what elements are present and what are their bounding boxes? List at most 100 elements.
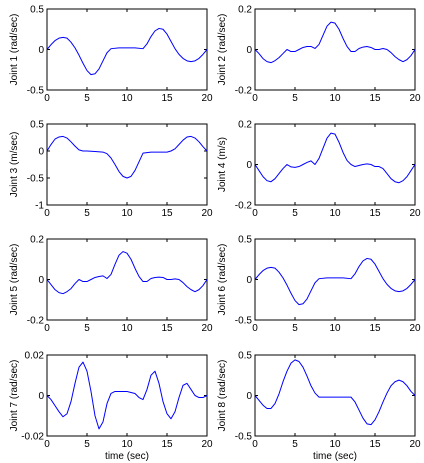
axes-box bbox=[46, 8, 208, 91]
y-axis-label: Joint 8 (rad/sec) bbox=[217, 360, 228, 432]
x-tick-label: 5 bbox=[84, 323, 90, 334]
y-tick-label: 0 bbox=[246, 45, 252, 56]
y-tick-label: -0.2 bbox=[235, 201, 253, 212]
x-tick-label: 0 bbox=[252, 439, 258, 450]
y-tick-label: -1 bbox=[35, 201, 44, 212]
axes-box bbox=[46, 238, 208, 321]
y-tick-label: 0.02 bbox=[25, 351, 45, 362]
axes-box bbox=[254, 354, 416, 437]
x-tick-label: 20 bbox=[409, 439, 421, 450]
x-tick-label: 20 bbox=[409, 93, 421, 104]
x-tick-label: 15 bbox=[369, 208, 381, 219]
x-tick-label: 10 bbox=[121, 208, 133, 219]
y-tick-label: 0 bbox=[246, 275, 252, 286]
x-tick-label: 5 bbox=[84, 93, 90, 104]
x-tick-label: 15 bbox=[369, 93, 381, 104]
x-tick-label: 0 bbox=[44, 208, 50, 219]
x-tick-label: 10 bbox=[121, 93, 133, 104]
y-tick-label: -0.5 bbox=[235, 432, 253, 443]
subplot-3: 0 5 10 15 20 0.5 0 -0.5 -1 Joint 3 (m/sec) bbox=[9, 120, 213, 220]
x-tick-label: 5 bbox=[292, 439, 298, 450]
y-tick-label: 0.5 bbox=[30, 5, 44, 16]
y-tick-label: 0.2 bbox=[238, 5, 252, 16]
y-tick-label: 0 bbox=[38, 147, 44, 158]
x-tick-label: 5 bbox=[292, 93, 298, 104]
y-tick-label: -0.2 bbox=[235, 86, 253, 97]
y-axis-label: Joint 5 (rad/sec) bbox=[9, 244, 20, 316]
x-tick-label: 0 bbox=[252, 323, 258, 334]
axes-box bbox=[254, 8, 416, 91]
x-tick-label: 15 bbox=[161, 439, 173, 450]
y-tick-label: -0.5 bbox=[235, 316, 253, 327]
y-tick-label: -0.5 bbox=[27, 86, 45, 97]
y-tick-label: -0.02 bbox=[21, 432, 44, 443]
x-tick-label: 0 bbox=[252, 208, 258, 219]
x-tick-label: 10 bbox=[329, 439, 341, 450]
axes-box bbox=[46, 123, 208, 206]
y-tick-label: 0.2 bbox=[238, 120, 252, 131]
x-tick-label: 5 bbox=[292, 208, 298, 219]
series-line bbox=[254, 257, 416, 306]
x-tick-label: 15 bbox=[161, 323, 173, 334]
series-line bbox=[46, 251, 208, 295]
series-line bbox=[46, 27, 208, 76]
x-tick-label: 20 bbox=[201, 208, 213, 219]
series-line bbox=[254, 359, 416, 426]
x-tick-label: 10 bbox=[329, 208, 341, 219]
x-tick-label: 0 bbox=[44, 93, 50, 104]
x-axis-label: time (sec) bbox=[105, 451, 149, 462]
y-tick-label: 0.2 bbox=[30, 235, 44, 246]
x-tick-label: 20 bbox=[201, 439, 213, 450]
series-line bbox=[254, 21, 416, 64]
axes-box bbox=[46, 354, 208, 437]
y-tick-label: -0.5 bbox=[27, 174, 45, 185]
x-tick-label: 10 bbox=[121, 439, 133, 450]
x-axis-label: time (sec) bbox=[313, 451, 357, 462]
y-tick-label: 0 bbox=[246, 160, 252, 171]
x-tick-label: 10 bbox=[121, 323, 133, 334]
y-axis-label: Joint 6 (rad/sec) bbox=[217, 244, 228, 316]
axes-box bbox=[254, 123, 416, 206]
axes-box bbox=[254, 238, 416, 321]
x-tick-label: 10 bbox=[329, 93, 341, 104]
x-tick-label: 0 bbox=[252, 93, 258, 104]
x-tick-label: 0 bbox=[44, 323, 50, 334]
series-line bbox=[46, 135, 208, 179]
y-axis-label: Joint 1 (rad/sec) bbox=[9, 14, 20, 86]
x-tick-label: 15 bbox=[161, 93, 173, 104]
y-tick-label: 0.5 bbox=[238, 351, 252, 362]
x-tick-label: 20 bbox=[201, 323, 213, 334]
x-tick-label: 20 bbox=[409, 208, 421, 219]
x-tick-label: 15 bbox=[369, 439, 381, 450]
y-tick-label: 0 bbox=[246, 391, 252, 402]
x-tick-label: 20 bbox=[409, 323, 421, 334]
y-tick-label: 0.5 bbox=[30, 120, 44, 131]
y-axis-label: Joint 3 (m/sec) bbox=[9, 132, 20, 198]
y-tick-label: 0 bbox=[38, 45, 44, 56]
y-tick-label: 0 bbox=[38, 275, 44, 286]
x-tick-label: 10 bbox=[329, 323, 341, 334]
x-tick-label: 15 bbox=[369, 323, 381, 334]
x-tick-label: 5 bbox=[292, 323, 298, 334]
x-tick-label: 15 bbox=[161, 208, 173, 219]
y-axis-label: Joint 4 (m/s) bbox=[217, 137, 228, 192]
x-tick-label: 5 bbox=[84, 439, 90, 450]
y-tick-label: 0.5 bbox=[238, 235, 252, 246]
series-line bbox=[254, 132, 416, 184]
y-tick-label: 0 bbox=[38, 391, 44, 402]
x-tick-label: 20 bbox=[201, 93, 213, 104]
y-axis-label: Joint 2 (rad/sec) bbox=[217, 14, 228, 86]
y-tick-label: -0.2 bbox=[27, 316, 45, 327]
x-tick-label: 0 bbox=[44, 439, 50, 450]
x-tick-label: 5 bbox=[84, 208, 90, 219]
y-axis-label: Joint 7 (rad/sec) bbox=[9, 360, 20, 432]
series-line bbox=[46, 361, 208, 430]
